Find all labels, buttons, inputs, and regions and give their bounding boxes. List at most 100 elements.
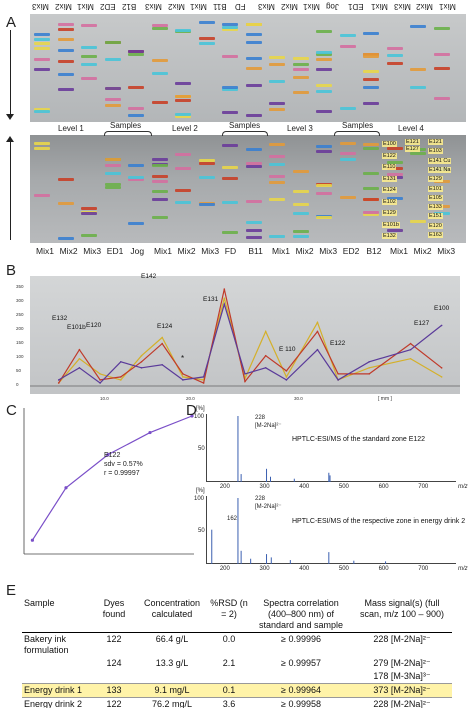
plate-band	[57, 48, 74, 52]
top-lane-label: Mix2	[280, 2, 298, 11]
ms1-peak-ion: [M-2Na]²⁻	[255, 423, 282, 429]
chromatogram-peak-label: E 110	[279, 346, 296, 353]
plate-band	[245, 236, 262, 240]
chromatogram-point	[182, 376, 184, 378]
plate-band	[363, 146, 379, 150]
table-cell: 122	[106, 634, 122, 644]
plate-band	[175, 82, 191, 86]
plate-band	[81, 77, 97, 81]
chromatogram-y-tick: 100	[16, 354, 24, 359]
table-row: Energy drink 2 122 76.2 mg/L 3.6 ≥ 0.99958 22…	[22, 697, 452, 708]
chromatogram-point	[409, 348, 412, 351]
plate-band	[245, 33, 262, 37]
top-lane-label: Mix2	[167, 2, 185, 11]
table-cell: ≥ 0.99958	[250, 697, 352, 708]
plate-band	[128, 163, 144, 167]
ms-x-tick: 600	[378, 566, 389, 572]
ms1-ytick-100: 100	[194, 414, 205, 420]
chromatogram-point	[264, 367, 267, 369]
plate-band	[245, 199, 262, 203]
ms2-ytick-50: 50	[198, 528, 205, 534]
panel-d-letter: D	[186, 402, 197, 419]
level4-zone-label: E129	[382, 210, 397, 216]
plate-band	[269, 80, 285, 84]
plate-band	[316, 216, 332, 220]
bottom-lane-label: Mix3	[83, 246, 102, 256]
table-cell: 13.3 g/L	[155, 658, 189, 668]
plate-band	[245, 57, 262, 61]
ms-x-tick: 300	[259, 484, 270, 490]
plate-band	[269, 108, 285, 112]
plate-band	[222, 25, 238, 29]
level-2-label: Level 2	[172, 124, 198, 133]
plate-band	[151, 163, 168, 167]
plate-band	[128, 107, 144, 111]
plate-band	[245, 162, 262, 166]
table-row: 124 13.3 g/L 2.1 ≥ 0.99957 279 [M-2Na]²⁻	[22, 657, 452, 670]
plate-band	[433, 27, 450, 31]
plate-band	[339, 195, 356, 199]
level4-zone-label: E121	[428, 139, 443, 145]
level4-zone-label: E151	[428, 213, 443, 220]
plate-band	[316, 29, 332, 33]
table-cell: 373 [M-2Na]²⁻	[352, 683, 452, 698]
level-3-label: Level 3	[287, 124, 313, 133]
plate-band	[410, 25, 426, 29]
chromatogram-point	[161, 336, 163, 339]
plate-band	[104, 183, 121, 187]
ms2-x-unit: m/z	[458, 566, 468, 572]
chromatogram-x-tick: 20.0	[186, 396, 195, 401]
chromatogram-point	[140, 367, 143, 369]
plate-band	[269, 174, 285, 178]
table-header-row: Sample Dyes found Concentration calculat…	[22, 597, 452, 633]
chromatogram-point	[182, 379, 184, 381]
level-4-label: Level 4	[398, 124, 424, 133]
plate-band	[198, 202, 215, 206]
plate-band	[316, 84, 332, 88]
ms-x-tick: 200	[219, 566, 230, 572]
top-lane-label: Mix1	[371, 2, 388, 11]
panel-c-letter: C	[6, 402, 17, 419]
table-body: Bakery ink formulation 122 66.4 g/L 0.0 ≥ 0.…	[22, 633, 452, 708]
plate-band	[222, 86, 238, 90]
chromatogram-point	[57, 382, 60, 384]
plate-band	[57, 38, 74, 42]
chromatogram-series-line	[58, 298, 442, 384]
table-cell: 0.1	[208, 683, 250, 698]
chromatogram-point	[78, 357, 81, 360]
chromatogram-svg	[30, 288, 460, 387]
plate-band	[222, 200, 238, 204]
plate-band	[269, 234, 285, 238]
plate-band	[104, 164, 121, 168]
plate-band	[363, 53, 379, 57]
panel-a-hptlc-plates: A Mix3 Mix2 Mix1 ED2 B12 Mix3 Mix2 Mix1 B11 FD Mix…	[0, 0, 474, 262]
plate-band	[34, 46, 50, 50]
samples-label-1: Samples	[110, 121, 142, 130]
samples-brace-3	[334, 131, 380, 136]
ms-x-tick: 300	[259, 566, 270, 572]
plate-band	[363, 172, 379, 176]
plate-band	[104, 186, 121, 190]
level4-zone-label: E132	[382, 233, 397, 239]
plate-band	[316, 68, 332, 72]
plate-band	[292, 62, 309, 66]
chromatogram-peak-label: E120	[86, 322, 102, 329]
chromatogram-point	[316, 348, 319, 351]
plate-band	[34, 37, 50, 41]
calibration-plot	[23, 408, 194, 555]
plate-band	[386, 61, 403, 65]
plate-band	[175, 113, 191, 117]
chromatogram-point	[140, 360, 143, 363]
level4-zone-label: E133	[428, 204, 443, 211]
level4-zone-label: E163	[428, 232, 443, 238]
chromatogram-point	[78, 367, 81, 369]
plate-band	[57, 177, 74, 181]
chromatogram-point	[244, 380, 246, 383]
plate-band	[222, 143, 238, 147]
top-lane-label: Mix3	[32, 2, 49, 11]
ms-x-tick: 500	[338, 566, 349, 572]
top-lane-label: Mix1	[438, 2, 456, 11]
ms-x-tick: 200	[219, 484, 230, 490]
chromatogram-y-tick: 0	[16, 382, 19, 387]
plate-band	[151, 190, 168, 194]
